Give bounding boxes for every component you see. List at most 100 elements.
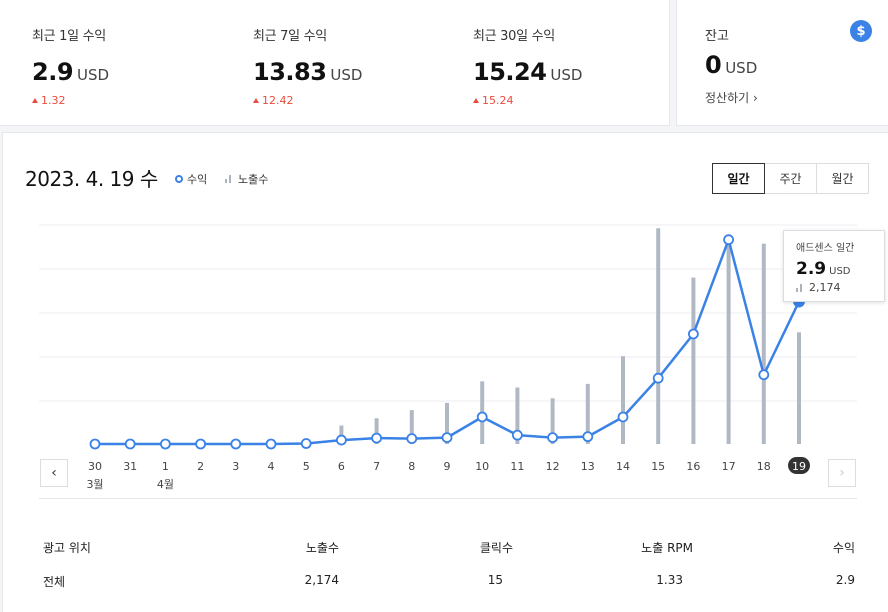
settle-link[interactable]: 정산하기 › bbox=[705, 91, 758, 105]
balance-value: 0 bbox=[705, 51, 722, 79]
stat-7day: 최근 7일 수익 13.83 USD 12.42 bbox=[253, 25, 362, 107]
revenue-point bbox=[195, 438, 207, 450]
col-header-revenue: 수익 bbox=[832, 541, 855, 555]
table-cell-clicks: 15 bbox=[487, 573, 503, 587]
stat-value: 15.24 bbox=[473, 58, 547, 86]
x-tick-label: 14 bbox=[616, 460, 630, 473]
table-cell-impressions: 2,174 bbox=[304, 573, 339, 587]
x-tick-label: 1 bbox=[162, 460, 169, 473]
impressions-bar bbox=[797, 332, 801, 444]
x-tick-label: 30 bbox=[88, 460, 102, 473]
x-tick-label: 11 bbox=[510, 460, 524, 473]
bar-chart-icon bbox=[225, 175, 233, 183]
month-label: 3월 bbox=[86, 478, 103, 491]
revenue-point bbox=[300, 438, 312, 449]
impressions-bar bbox=[726, 238, 731, 444]
divider bbox=[39, 498, 857, 499]
stat-unit: USD bbox=[550, 66, 583, 84]
impressions-bar bbox=[374, 418, 379, 444]
x-tick-label: 7 bbox=[373, 460, 380, 473]
revenue-point bbox=[617, 411, 629, 423]
col-header-impressions: 노출수 bbox=[305, 541, 339, 555]
earnings-summary-card: 최근 1일 수익 2.9 USD 1.32 최근 7일 수익 13.83 USD… bbox=[0, 0, 670, 126]
x-tick-label: 4 bbox=[268, 460, 275, 473]
stat-1day: 최근 1일 수익 2.9 USD 1.32 bbox=[32, 25, 109, 107]
x-tick-label: 8 bbox=[408, 460, 415, 473]
revenue-point bbox=[335, 434, 347, 446]
revenue-point bbox=[758, 369, 770, 381]
col-header-clicks: 클릭수 bbox=[479, 541, 513, 555]
chart-tooltip: 애드센스 일간 2.9 USD 2,174 bbox=[783, 230, 885, 302]
tooltip-unit: USD bbox=[829, 266, 851, 277]
tooltip-title: 애드센스 일간 bbox=[796, 243, 855, 254]
revenue-point bbox=[371, 432, 383, 444]
revenue-chart-card: 2023. 4. 19 수 수익 노출수 일간 주간 월간 30 31 1 2 3 4 5 6… bbox=[2, 132, 888, 612]
revenue-dot-icon bbox=[175, 175, 183, 183]
period-tabs: 일간 주간 월간 bbox=[712, 163, 869, 194]
x-tick-label: 9 bbox=[444, 460, 451, 473]
impressions-bar bbox=[656, 228, 661, 444]
tab-daily[interactable]: 일간 bbox=[712, 163, 765, 194]
legend-impressions: 노출수 bbox=[225, 171, 268, 187]
revenue-point bbox=[89, 438, 101, 450]
x-tick-label: 15 bbox=[651, 460, 665, 473]
legend-revenue: 수익 bbox=[175, 171, 207, 187]
x-tick-label: 13 bbox=[581, 460, 595, 473]
impressions-bar bbox=[585, 383, 590, 444]
tooltip-value: 2.9 bbox=[796, 259, 827, 279]
stat-change: 15.24 bbox=[482, 94, 514, 107]
x-tick-label: 12 bbox=[546, 460, 560, 473]
revenue-point bbox=[159, 438, 171, 450]
up-arrow-icon bbox=[32, 98, 38, 103]
x-tick-label: 16 bbox=[686, 460, 700, 473]
table-row-label: 전체 bbox=[43, 575, 66, 589]
revenue-point bbox=[582, 431, 594, 443]
tab-monthly[interactable]: 월간 bbox=[816, 163, 869, 194]
chart-next-button[interactable]: › bbox=[828, 459, 856, 487]
stat-label: 최근 1일 수익 bbox=[32, 29, 106, 44]
dollar-icon: $ bbox=[850, 20, 872, 42]
stat-change: 12.42 bbox=[262, 94, 294, 107]
tab-weekly[interactable]: 주간 bbox=[764, 163, 817, 194]
revenue-point bbox=[265, 438, 277, 450]
impressions-bar bbox=[515, 387, 520, 444]
chart-date-title: 2023. 4. 19 수 bbox=[25, 167, 158, 191]
up-arrow-icon bbox=[253, 98, 259, 103]
stat-unit: USD bbox=[77, 66, 110, 84]
impressions-bar bbox=[409, 410, 414, 444]
revenue-point bbox=[406, 433, 418, 444]
balance-unit: USD bbox=[725, 59, 758, 77]
stat-30day: 최근 30일 수익 15.24 USD 15.24 bbox=[473, 25, 582, 107]
stat-value: 2.9 bbox=[32, 58, 74, 86]
revenue-point bbox=[512, 429, 523, 441]
impressions-bar bbox=[761, 243, 766, 444]
revenue-point bbox=[476, 411, 488, 423]
x-tick-label: 3 bbox=[232, 460, 239, 473]
revenue-point bbox=[124, 438, 136, 450]
x-tick-label: 10 bbox=[475, 460, 489, 473]
x-tick-label: 31 bbox=[123, 460, 137, 473]
x-tick-label: 6 bbox=[338, 460, 345, 473]
revenue-point bbox=[723, 234, 734, 246]
bar-chart-icon bbox=[796, 283, 804, 292]
table-cell-revenue: 2.9 bbox=[835, 573, 855, 587]
revenue-point bbox=[688, 328, 699, 340]
stat-label: 최근 30일 수익 bbox=[473, 29, 555, 44]
stat-change: 1.32 bbox=[41, 94, 66, 107]
revenue-point bbox=[547, 432, 558, 444]
selected-day-badge bbox=[788, 457, 810, 474]
x-tick-label: 18 bbox=[757, 460, 771, 473]
stat-unit: USD bbox=[330, 66, 363, 84]
balance-card: 잔고 0 USD 정산하기 › $ bbox=[676, 0, 888, 126]
balance-label: 잔고 bbox=[705, 29, 729, 44]
x-tick-label: 17 bbox=[722, 460, 736, 473]
month-label: 4월 bbox=[157, 478, 174, 491]
legend-impressions-label: 노출수 bbox=[238, 173, 269, 186]
impressions-bar bbox=[621, 356, 625, 444]
col-header-ad-position: 광고 위치 bbox=[43, 541, 91, 555]
tooltip-impressions: 2,174 bbox=[809, 281, 841, 294]
x-tick-label: 2 bbox=[197, 460, 204, 473]
revenue-point bbox=[652, 372, 664, 384]
chart-prev-button[interactable]: ‹ bbox=[40, 459, 68, 487]
